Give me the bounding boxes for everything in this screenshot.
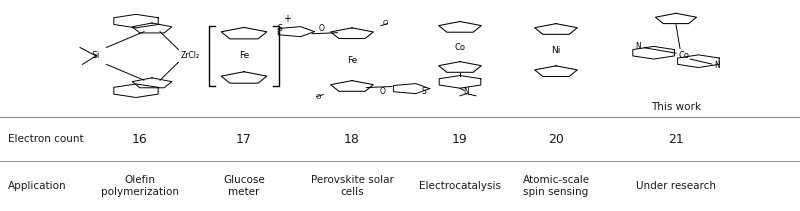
Text: N: N bbox=[635, 42, 642, 51]
Text: Electron count: Electron count bbox=[8, 134, 84, 144]
Text: Perovskite solar
cells: Perovskite solar cells bbox=[310, 175, 394, 197]
Text: 19: 19 bbox=[452, 133, 468, 146]
Text: O: O bbox=[379, 87, 386, 96]
Text: O: O bbox=[316, 94, 321, 100]
Text: N: N bbox=[463, 88, 470, 96]
Text: 17: 17 bbox=[236, 133, 252, 146]
Text: ZrCl₂: ZrCl₂ bbox=[181, 51, 200, 60]
Text: O: O bbox=[383, 20, 388, 26]
Text: Olefin
polymerization: Olefin polymerization bbox=[101, 175, 179, 197]
Text: 21: 21 bbox=[668, 133, 684, 146]
Text: N: N bbox=[714, 61, 721, 70]
Text: Electrocatalysis: Electrocatalysis bbox=[419, 181, 501, 191]
Text: Ni: Ni bbox=[551, 46, 561, 55]
Text: 18: 18 bbox=[344, 133, 360, 146]
Text: Glucose
meter: Glucose meter bbox=[223, 175, 265, 197]
Text: +: + bbox=[283, 14, 291, 24]
Text: Si: Si bbox=[92, 51, 100, 60]
Text: 20: 20 bbox=[548, 133, 564, 146]
Text: Co: Co bbox=[678, 51, 690, 60]
Text: Fe: Fe bbox=[239, 51, 249, 60]
Text: S: S bbox=[278, 24, 282, 33]
Text: Application: Application bbox=[8, 181, 66, 191]
Text: This work: This work bbox=[651, 102, 701, 112]
Text: Co: Co bbox=[454, 43, 466, 52]
Text: Fe: Fe bbox=[347, 56, 357, 65]
Text: 16: 16 bbox=[132, 133, 148, 146]
Text: O: O bbox=[318, 24, 325, 33]
Text: Atomic-scale
spin sensing: Atomic-scale spin sensing bbox=[522, 175, 590, 197]
Text: S: S bbox=[422, 87, 426, 96]
Text: Under research: Under research bbox=[636, 181, 716, 191]
